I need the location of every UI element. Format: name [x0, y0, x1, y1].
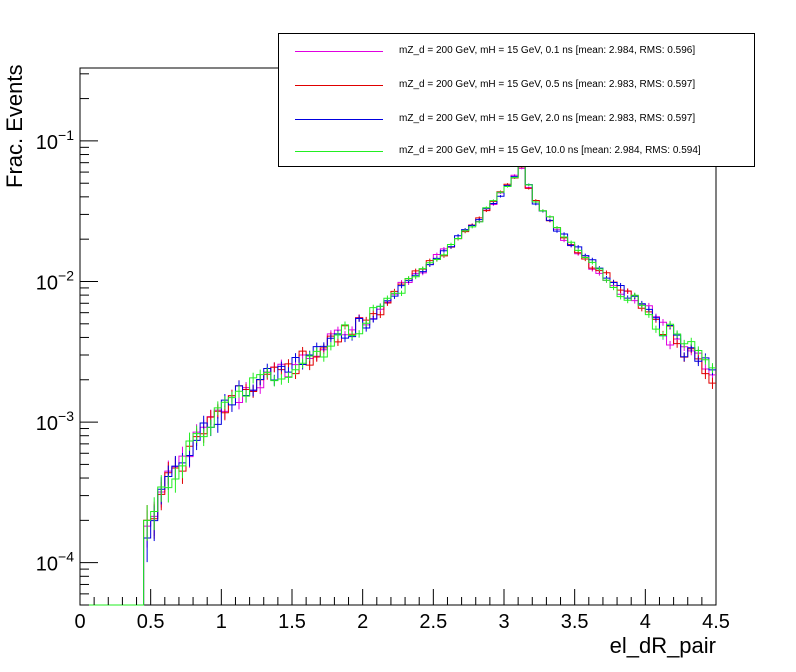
legend-line-swatch	[295, 151, 383, 152]
legend-entry: mZ_d = 200 GeV, mH = 15 GeV, 2.0 ns [mea…	[279, 110, 754, 130]
x-tick-label: 2.5	[419, 611, 447, 633]
legend-entry: mZ_d = 200 GeV, mH = 15 GeV, 10.0 ns [me…	[279, 142, 754, 162]
x-tick-label: 0.5	[137, 611, 165, 633]
y-axis-label: Frac. Events	[2, 65, 27, 188]
legend-label: mZ_d = 200 GeV, mH = 15 GeV, 0.5 ns [mea…	[399, 79, 696, 90]
x-tick-label: 4	[640, 611, 651, 633]
x-axis-label: el_dR_pair	[610, 633, 716, 658]
axis-layer: 0 0.5 1 1.5 2 2.5 3 3.5 4 4.5 10−4 10−3 10−2 10−1	[36, 73, 730, 633]
legend-entry: mZ_d = 200 GeV, mH = 15 GeV, 0.1 ns [mea…	[279, 42, 754, 62]
series-1	[80, 165, 716, 606]
legend-label: mZ_d = 200 GeV, mH = 15 GeV, 2.0 ns [mea…	[399, 113, 696, 124]
legend-entry: mZ_d = 200 GeV, mH = 15 GeV, 0.5 ns [mea…	[279, 76, 754, 96]
series-3	[80, 165, 716, 606]
legend-line-swatch	[295, 85, 383, 86]
x-tick-label: 1.5	[278, 611, 306, 633]
legend: mZ_d = 200 GeV, mH = 15 GeV, 0.1 ns [mea…	[278, 33, 755, 167]
legend-line-swatch	[295, 119, 383, 120]
legend-label: mZ_d = 200 GeV, mH = 15 GeV, 10.0 ns [me…	[399, 145, 701, 156]
x-tick-label: 2	[357, 611, 368, 633]
series-layer	[80, 164, 716, 606]
legend-line-swatch	[295, 51, 383, 52]
x-tick-label: 4.5	[702, 611, 730, 633]
series-line	[80, 167, 716, 606]
series-line	[80, 166, 716, 606]
y-tick-label: 10−3	[36, 408, 74, 435]
series-line	[80, 164, 716, 606]
legend-label: mZ_d = 200 GeV, mH = 15 GeV, 0.1 ns [mea…	[399, 45, 696, 56]
x-tick-label: 3	[498, 611, 509, 633]
series-2	[80, 164, 716, 606]
x-tick-label: 3.5	[561, 611, 589, 633]
series-line	[80, 165, 716, 606]
x-tick-label: 0	[74, 611, 85, 633]
x-tick-label: 1	[216, 611, 227, 633]
y-tick-label: 10−4	[36, 549, 74, 576]
y-tick-label: 10−1	[36, 127, 74, 154]
y-tick-label: 10−2	[36, 267, 74, 294]
series-0	[80, 167, 716, 606]
